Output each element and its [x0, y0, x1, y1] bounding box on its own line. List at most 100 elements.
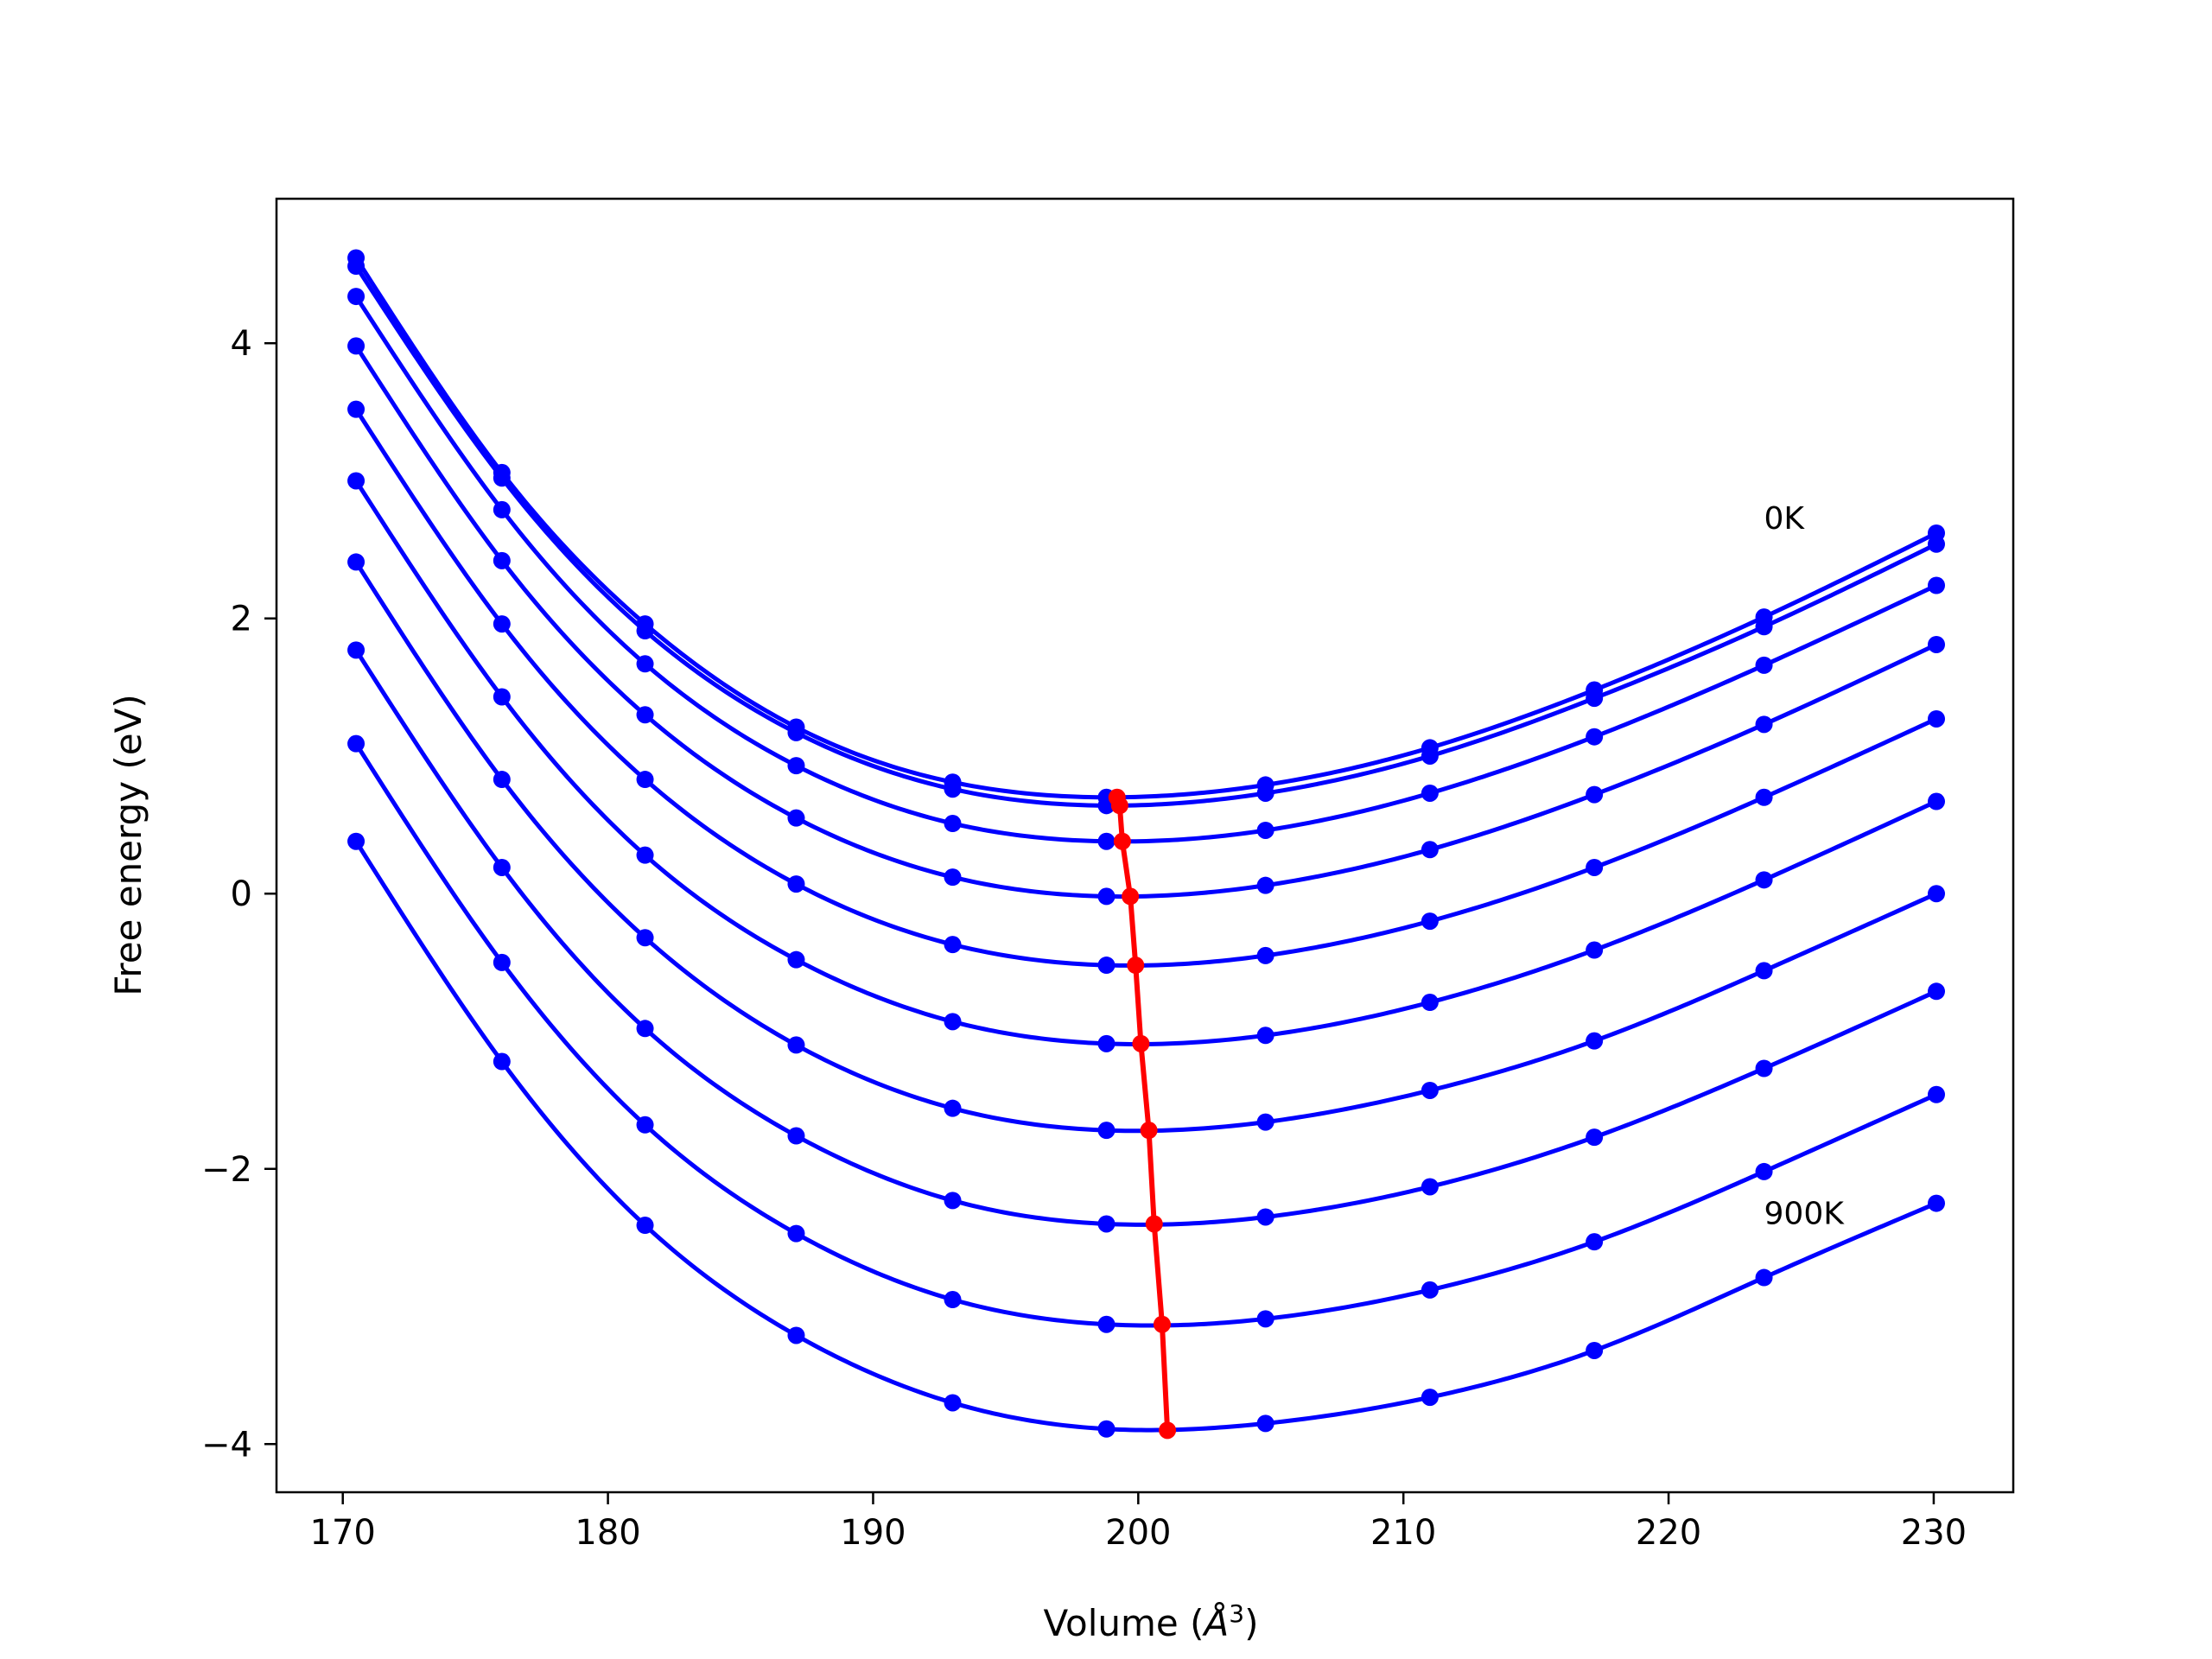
data-point: [1097, 1420, 1116, 1438]
data-point: [1256, 1113, 1274, 1131]
series-line-2: [353, 295, 1938, 844]
minimum-point: [1145, 1215, 1163, 1233]
annotation-label: 0K: [1764, 501, 1806, 537]
minimum-point: [1122, 887, 1140, 906]
data-point: [787, 875, 805, 893]
data-point: [1097, 1034, 1116, 1052]
x-axis-ticks: 170 180 190 200 210 220 230: [310, 1492, 1967, 1553]
data-point: [636, 706, 654, 724]
data-point: [1928, 535, 1946, 553]
series-line-0: [353, 257, 1938, 800]
data-point: [944, 780, 962, 798]
data-point: [787, 950, 805, 969]
data-point: [1256, 821, 1274, 839]
data-point: [1755, 715, 1773, 734]
data-point: [1421, 784, 1439, 802]
x-tick-label: 210: [1370, 1513, 1436, 1553]
data-point: [787, 1127, 805, 1145]
data-point: [1586, 1233, 1604, 1251]
x-tick-label: 220: [1636, 1513, 1701, 1553]
data-point: [1256, 1414, 1274, 1433]
data-point: [1755, 1268, 1773, 1287]
data-point: [787, 723, 805, 741]
data-point: [1256, 784, 1274, 802]
data-point: [636, 1116, 654, 1134]
data-point: [493, 771, 511, 789]
data-point: [493, 551, 511, 569]
series-line-8: [353, 742, 1938, 1328]
data-point: [1755, 618, 1773, 636]
y-tick-label: 0: [231, 874, 252, 914]
data-point: [347, 553, 365, 571]
data-point: [1097, 957, 1116, 975]
data-point: [1586, 941, 1604, 959]
data-point: [1586, 728, 1604, 746]
data-point: [1928, 1194, 1946, 1212]
data-point: [787, 757, 805, 775]
data-point: [1421, 1178, 1439, 1196]
minimum-point: [1159, 1421, 1177, 1440]
annotations-layer: 0K 900K: [1764, 501, 1846, 1231]
data-point: [347, 832, 365, 850]
minimum-point: [1127, 957, 1145, 975]
data-point: [636, 1020, 654, 1038]
series-line-1: [353, 264, 1938, 808]
data-point: [636, 1217, 654, 1235]
data-point: [1928, 982, 1946, 1001]
data-point: [493, 1052, 511, 1071]
data-point: [1421, 1389, 1439, 1407]
series-line-9: [353, 840, 1937, 1433]
data-point: [944, 815, 962, 833]
data-point: [1586, 1128, 1604, 1147]
data-point: [1928, 709, 1946, 728]
data-point: [347, 472, 365, 490]
y-axis-ticks: −4 −2 0 2 4: [201, 324, 276, 1465]
data-point: [1256, 1027, 1274, 1045]
data-point: [1421, 912, 1439, 931]
y-tick-label: −2: [201, 1150, 252, 1190]
data-point: [944, 868, 962, 887]
series-line-4: [353, 408, 1938, 968]
data-point: [1928, 576, 1946, 594]
minimum-point: [1110, 797, 1128, 815]
data-point: [347, 288, 365, 306]
data-point: [1586, 1341, 1604, 1359]
data-point: [636, 655, 654, 673]
data-point: [1586, 1032, 1604, 1050]
data-point: [1421, 1081, 1439, 1099]
data-point: [1097, 1215, 1116, 1233]
data-point: [1256, 876, 1274, 894]
curves-layer: [347, 249, 1946, 1438]
data-point: [1755, 962, 1773, 980]
data-point: [944, 1013, 962, 1031]
data-point: [1421, 841, 1439, 859]
data-point: [493, 953, 511, 971]
data-point: [493, 858, 511, 876]
data-point: [944, 1394, 962, 1412]
data-point: [347, 337, 365, 355]
data-point: [1928, 792, 1946, 810]
data-point: [1755, 871, 1773, 889]
data-point: [1755, 1059, 1773, 1077]
data-point: [1928, 1085, 1946, 1103]
data-point: [1928, 635, 1946, 653]
data-point: [347, 734, 365, 753]
data-point: [347, 641, 365, 659]
data-point: [493, 469, 511, 487]
data-point: [1928, 885, 1946, 903]
x-tick-label: 200: [1105, 1513, 1171, 1553]
x-tick-label: 170: [310, 1513, 376, 1553]
minimum-point: [1140, 1122, 1158, 1140]
minima-line: [1114, 796, 1171, 1431]
y-tick-label: 4: [231, 324, 252, 364]
data-point: [1586, 785, 1604, 804]
y-axis-title: Free energy (eV): [107, 694, 149, 996]
data-point: [636, 622, 654, 640]
data-point: [787, 1224, 805, 1243]
data-point: [636, 846, 654, 864]
y-tick-label: −4: [201, 1425, 252, 1465]
data-point: [944, 936, 962, 954]
x-axis-title: Volume (Å3): [1044, 1599, 1259, 1644]
x-tick-label: 230: [1901, 1513, 1967, 1553]
